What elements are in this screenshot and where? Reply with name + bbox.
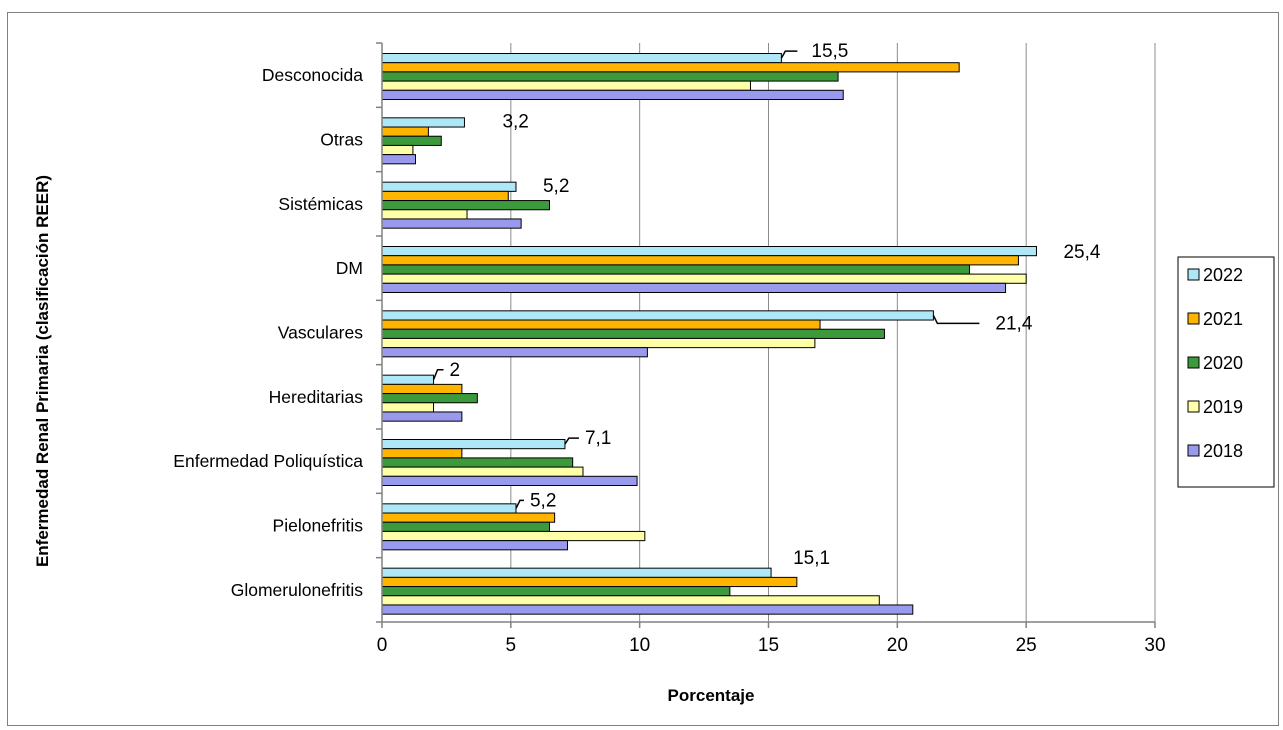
y-axis-title: Enfermedad Renal Primaria (clasificación… [33,175,52,567]
bar-chart: 0 5 10 15 20 25 30 Desconocida Otras Sistémicas DM… [33,41,1275,705]
x-tick-label: 25 [1016,635,1037,656]
data-label: 15,5 [811,41,848,62]
bar [381,448,463,459]
bar [381,512,556,523]
x-tick-label: 15 [758,635,779,656]
bar [381,264,970,275]
x-tick-label: 5 [506,635,517,656]
bar [381,540,569,551]
bar [381,402,435,413]
data-label: 25,4 [1063,242,1100,263]
data-label: 15,1 [793,548,830,569]
data-label-leader-line [515,499,524,509]
bar [381,604,914,615]
bar [381,475,638,486]
bar [381,80,751,91]
category-label: Glomerulonefritis [231,580,364,600]
bar [381,71,839,82]
bar [381,53,782,64]
data-label: 5,2 [530,490,556,511]
bar [381,586,731,597]
bar [381,337,816,349]
data-label-leader-line [780,50,798,59]
bar [381,595,880,606]
legend-swatch [1187,400,1200,413]
data-label-leader-line [932,315,980,325]
bar [381,62,960,73]
x-tick-label: 30 [1144,635,1165,656]
bar [381,181,517,192]
bar [381,374,435,385]
legend-swatch [1187,444,1200,457]
bar [381,218,522,229]
bar [381,154,416,165]
category-label: DM [336,258,363,278]
category-label: Enfermedad Poliquística [173,451,363,471]
bar [381,310,934,321]
data-label: 3,2 [502,111,528,132]
x-axis-title: Porcentaje [668,686,755,705]
category-label: Otras [320,130,363,150]
bar [381,393,478,404]
legend-label: 2020 [1203,353,1243,373]
legend-swatch [1187,312,1200,325]
bar [381,117,465,128]
data-label-leader-line [564,437,579,445]
bar [381,383,463,395]
category-label: Hereditarias [269,387,364,407]
legend-label: 2019 [1203,397,1243,417]
bar [381,521,550,532]
x-tick-label: 10 [629,635,650,656]
bar [381,255,1019,266]
bar [381,144,414,156]
bar [381,466,584,477]
legend-label: 2022 [1203,265,1243,285]
bar [381,503,517,514]
bar [381,209,468,220]
data-label: 5,2 [543,176,569,197]
bar [381,89,844,101]
data-labels: 15,5 3,2 5,2 25,4 21,4 2 7,1 5,2 15,1 [432,41,1101,569]
bar [381,328,885,339]
legend-swatch [1187,356,1200,369]
legend-label: 2018 [1203,441,1243,461]
bar [381,246,1037,257]
category-label: Vasculares [278,323,364,343]
bar [381,200,550,211]
legend-swatch [1187,268,1200,281]
bar [381,347,648,358]
data-label: 7,1 [585,428,611,449]
bars [381,53,1037,615]
category-label: Desconocida [262,65,363,85]
category-label: Sistémicas [278,194,363,214]
bar [381,319,821,330]
bar [381,282,1007,293]
bar [381,135,442,146]
data-label-leader-line [432,369,444,381]
bar [381,567,772,578]
axes: 0 5 10 15 20 25 30 Desconocida Otras Sistémicas DM… [173,42,1166,656]
bar [381,439,566,450]
chart-frame: 0 5 10 15 20 25 30 Desconocida Otras Sistémicas DM… [7,12,1279,726]
data-label: 21,4 [995,313,1032,334]
bar [381,457,574,468]
legend-label: 2021 [1203,309,1243,329]
legend: 2022 2021 2020 2019 2018 [1177,256,1275,488]
category-label: Pielonefritis [273,516,364,536]
bar [381,273,1027,284]
bar [381,190,509,202]
bar [381,576,798,588]
bar [381,530,646,542]
x-tick-label: 0 [377,635,388,656]
data-label: 2 [450,360,461,381]
bar [381,126,429,137]
bar [381,411,463,422]
x-tick-label: 20 [887,635,908,656]
